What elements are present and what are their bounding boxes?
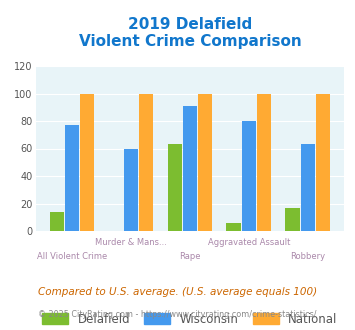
Text: Compared to U.S. average. (U.S. average equals 100): Compared to U.S. average. (U.S. average … [38,287,317,297]
Bar [198,93,212,231]
Bar [183,106,197,231]
Bar [226,223,241,231]
Bar [242,121,256,231]
Bar [50,212,64,231]
Bar [301,145,315,231]
Bar [168,145,182,231]
Text: Robbery: Robbery [290,252,326,261]
Text: 2019 Delafield: 2019 Delafield [128,17,252,32]
Bar [285,208,300,231]
Legend: Delafield, Wisconsin, National: Delafield, Wisconsin, National [42,313,338,326]
Bar [65,125,79,231]
Bar [257,93,271,231]
Bar [316,93,330,231]
Bar [139,93,153,231]
Text: All Violent Crime: All Violent Crime [37,252,107,261]
Text: Rape: Rape [179,252,201,261]
Text: Violent Crime Comparison: Violent Crime Comparison [78,34,301,49]
Bar [124,148,138,231]
Text: Murder & Mans...: Murder & Mans... [95,238,167,247]
Text: Aggravated Assault: Aggravated Assault [208,238,290,247]
Bar [80,93,94,231]
Text: © 2025 CityRating.com - https://www.cityrating.com/crime-statistics/: © 2025 CityRating.com - https://www.city… [38,310,317,319]
